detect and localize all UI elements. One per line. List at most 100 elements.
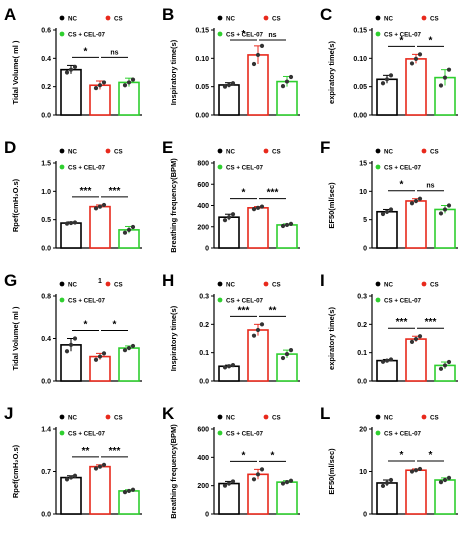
significance-label: * (242, 450, 246, 461)
data-point (384, 358, 390, 363)
y-tick-label: 0.0 (41, 113, 51, 120)
legend-marker (375, 297, 381, 303)
bar-cs (405, 200, 427, 249)
significance-label: ns (110, 49, 118, 56)
data-point (288, 478, 294, 483)
data-point (388, 477, 394, 483)
bar-cs (89, 465, 111, 515)
y-tick-label: 0.10 (353, 56, 367, 63)
y-axis-label: Breathing frequency(BPM) (169, 158, 178, 253)
legend-label: NC (384, 149, 393, 156)
data-point (222, 483, 228, 488)
data-point (438, 211, 444, 216)
legend-label: CS + CEL-07 (226, 298, 264, 305)
y-tick-label: 0.4 (41, 336, 51, 343)
data-point (126, 488, 132, 494)
bar-cs (405, 469, 427, 515)
data-point (380, 211, 386, 217)
data-point (222, 218, 228, 223)
y-tick-label: 0.05 (353, 84, 367, 91)
y-tick-label: 10 (359, 469, 367, 476)
legend-marker (105, 148, 111, 154)
significance-label: *** (396, 317, 408, 328)
legend-label: NC (68, 16, 77, 23)
data-point (255, 52, 261, 58)
legend-label: CS + CEL-07 (68, 431, 106, 438)
data-point (130, 224, 136, 230)
data-point (259, 43, 265, 48)
panel-letter: H (162, 271, 174, 290)
data-point (97, 83, 103, 88)
significance-label: ns (426, 183, 434, 190)
data-point (72, 220, 78, 225)
data-point (388, 73, 394, 78)
data-point (442, 75, 448, 80)
data-point (101, 80, 107, 85)
legend-marker (59, 297, 65, 303)
panel-letter: K (162, 404, 175, 423)
legend-label: NC (384, 16, 393, 23)
y-tick-label: 0.00 (353, 113, 367, 120)
panel-letter: A (4, 5, 16, 24)
legend-label: NC (68, 282, 77, 289)
significance-label: * (400, 450, 404, 461)
data-point (417, 52, 423, 57)
legend-label: CS (430, 282, 439, 289)
significance-label: * (400, 35, 404, 46)
data-point (101, 462, 107, 467)
y-tick-label: 400 (197, 455, 209, 462)
legend-label: CS + CEL-07 (68, 32, 106, 39)
y-tick-label: 0 (205, 512, 209, 519)
data-point (417, 196, 423, 201)
data-point (438, 480, 444, 485)
y-tick-label: 0.5 (41, 217, 51, 224)
y-tick-label: 0.0 (41, 512, 51, 519)
data-point (72, 473, 78, 478)
legend-label: CS (114, 16, 123, 23)
panel-letter: C (320, 5, 332, 24)
data-point (126, 345, 132, 351)
data-point (226, 481, 232, 486)
bar-nc (60, 68, 82, 116)
legend-label: CS + CEL-07 (226, 32, 264, 39)
data-point (251, 61, 257, 67)
data-point (284, 351, 290, 357)
legend-marker (217, 281, 223, 287)
data-point (64, 477, 70, 482)
bar-cs-cel-07 (434, 208, 456, 249)
data-point (417, 466, 423, 472)
legend-label: CS + CEL-07 (226, 431, 264, 438)
bar-nc (218, 84, 240, 116)
y-tick-label: 0.2 (199, 322, 209, 329)
significance-label: * (84, 46, 88, 57)
panel-D: D Rpef(cmH₂O.s) 0.0 0.5 1.0 1.5 *** *** NC CS CS +… (4, 138, 142, 253)
data-point (230, 212, 236, 217)
y-tick-label: 1.4 (41, 427, 51, 434)
data-point (230, 363, 236, 368)
y-tick-label: 0.00 (195, 113, 209, 120)
data-point (413, 336, 419, 342)
significance-label: *** (109, 186, 121, 197)
legend-marker (105, 15, 111, 21)
data-point (251, 207, 257, 212)
legend-marker (59, 15, 65, 21)
data-point (413, 468, 419, 473)
y-axis-label: Rpef(cmH₂O.s) (11, 178, 20, 232)
data-point (409, 201, 415, 206)
data-point (68, 475, 74, 480)
legend-label: CS (430, 16, 439, 23)
significance-label: *** (425, 317, 437, 328)
significance-label: *** (238, 305, 250, 316)
legend-marker (375, 15, 381, 21)
panel-letter: G (4, 271, 17, 290)
significance-label: * (429, 35, 433, 46)
bar-cs-cel-07 (276, 353, 298, 382)
panel-G: G Tidal Volume( ml ) 0.0 0.4 0.8 * * NC CS CS + C… (4, 271, 142, 386)
y-tick-label: 0.3 (357, 294, 367, 301)
y-tick-label: 0.3 (199, 294, 209, 301)
data-point (93, 85, 99, 91)
bar-cs (89, 84, 111, 116)
legend-label: CS + CEL-07 (384, 165, 422, 172)
data-point (280, 223, 286, 229)
